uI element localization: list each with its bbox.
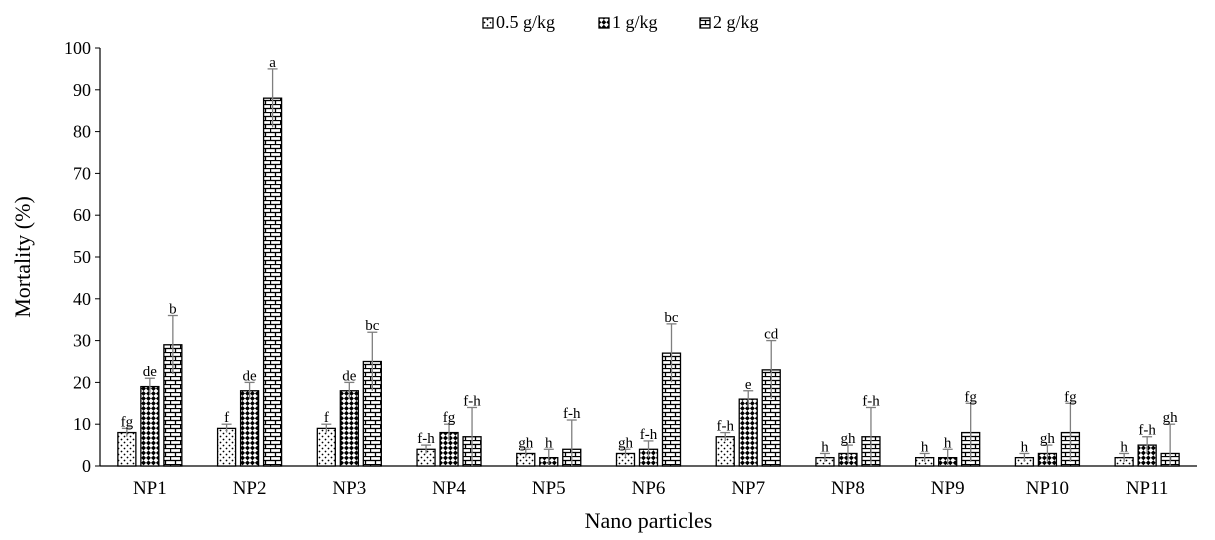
x-tick-label: NP8 (831, 478, 865, 499)
data-label: gh (1040, 431, 1056, 447)
data-label: fg (964, 389, 977, 405)
legend-label: 2 g/kg (713, 12, 759, 32)
x-tick-label: NP5 (532, 478, 566, 499)
bar (140, 385, 160, 467)
data-label: h (545, 435, 553, 451)
bar (117, 431, 137, 467)
data-label: h (1120, 439, 1128, 455)
data-label: f-h (463, 393, 481, 409)
x-tick-label: NP1 (133, 478, 167, 499)
y-tick-label: 70 (73, 163, 91, 183)
data-label: de (143, 364, 158, 380)
legend-swatch (482, 17, 494, 29)
data-label: de (342, 368, 357, 384)
data-label: f-h (640, 427, 658, 443)
y-tick-label: 40 (73, 289, 91, 309)
x-tick-label: NP4 (432, 478, 466, 499)
data-label: f (324, 410, 329, 426)
legend: 0.5 g/kg 1 g/kg 2 g/kg (482, 12, 759, 32)
bar (316, 427, 336, 467)
legend-label: 1 g/kg (612, 12, 658, 32)
data-label: b (169, 302, 177, 318)
y-tick-label: 30 (73, 331, 91, 351)
x-tick-label: NP9 (931, 478, 965, 499)
bar (339, 390, 359, 467)
bar (239, 390, 260, 467)
data-label: gh (618, 435, 634, 451)
data-label: h (944, 435, 952, 451)
bar (738, 398, 758, 467)
x-tick-label: NP3 (332, 478, 366, 499)
y-tick-label: 50 (73, 247, 91, 267)
data-label: h (821, 439, 829, 455)
y-tick-label: 100 (64, 38, 91, 58)
data-label: h (921, 439, 929, 455)
x-tick-label: NP10 (1026, 478, 1069, 499)
x-axis: NP1 NP2 NP3 NP4 NP5 NP6 NP7 NP8 NP9 NP10 NP11 (100, 465, 1197, 499)
data-label: f-h (563, 406, 581, 422)
legend-label: 0.5 g/kg (496, 12, 555, 32)
data-label: f-h (1138, 423, 1156, 439)
bar (262, 97, 283, 467)
data-label: f (224, 410, 229, 426)
data-label: e (745, 377, 752, 393)
data-label: f-h (716, 419, 734, 435)
data-label: fg (121, 414, 134, 430)
data-label: a (269, 55, 276, 71)
data-label: fg (443, 410, 456, 426)
legend-swatch (699, 17, 711, 29)
y-tick-label: 10 (73, 414, 91, 434)
x-tick-label: NP11 (1126, 478, 1169, 499)
y-axis-title: Mortality (%) (10, 196, 35, 318)
x-tick-label: NP7 (731, 478, 765, 499)
y-axis: 0 10 20 30 40 50 60 70 80 90 100 (64, 38, 101, 476)
x-tick-label: NP2 (233, 478, 267, 499)
data-label: cd (764, 327, 779, 343)
data-label: h (1021, 439, 1029, 455)
legend-swatch (598, 17, 610, 29)
data-label: fg (1064, 389, 1077, 405)
data-label: gh (1163, 410, 1179, 426)
x-tick-label: NP6 (632, 478, 666, 499)
data-label: gh (518, 435, 534, 451)
data-label: f-h (862, 393, 880, 409)
y-tick-label: 90 (73, 80, 91, 100)
y-tick-label: 0 (82, 456, 91, 476)
data-label: f-h (417, 431, 435, 447)
data-label: bc (664, 310, 679, 326)
x-axis-title: Nano particles (585, 508, 713, 533)
bar (216, 427, 237, 467)
bar (715, 436, 735, 467)
data-label: gh (840, 431, 856, 447)
data-label: de (243, 368, 258, 384)
y-tick-label: 60 (73, 205, 91, 225)
y-tick-label: 20 (73, 372, 91, 392)
data-label: bc (365, 318, 380, 334)
y-tick-label: 80 (73, 122, 91, 142)
